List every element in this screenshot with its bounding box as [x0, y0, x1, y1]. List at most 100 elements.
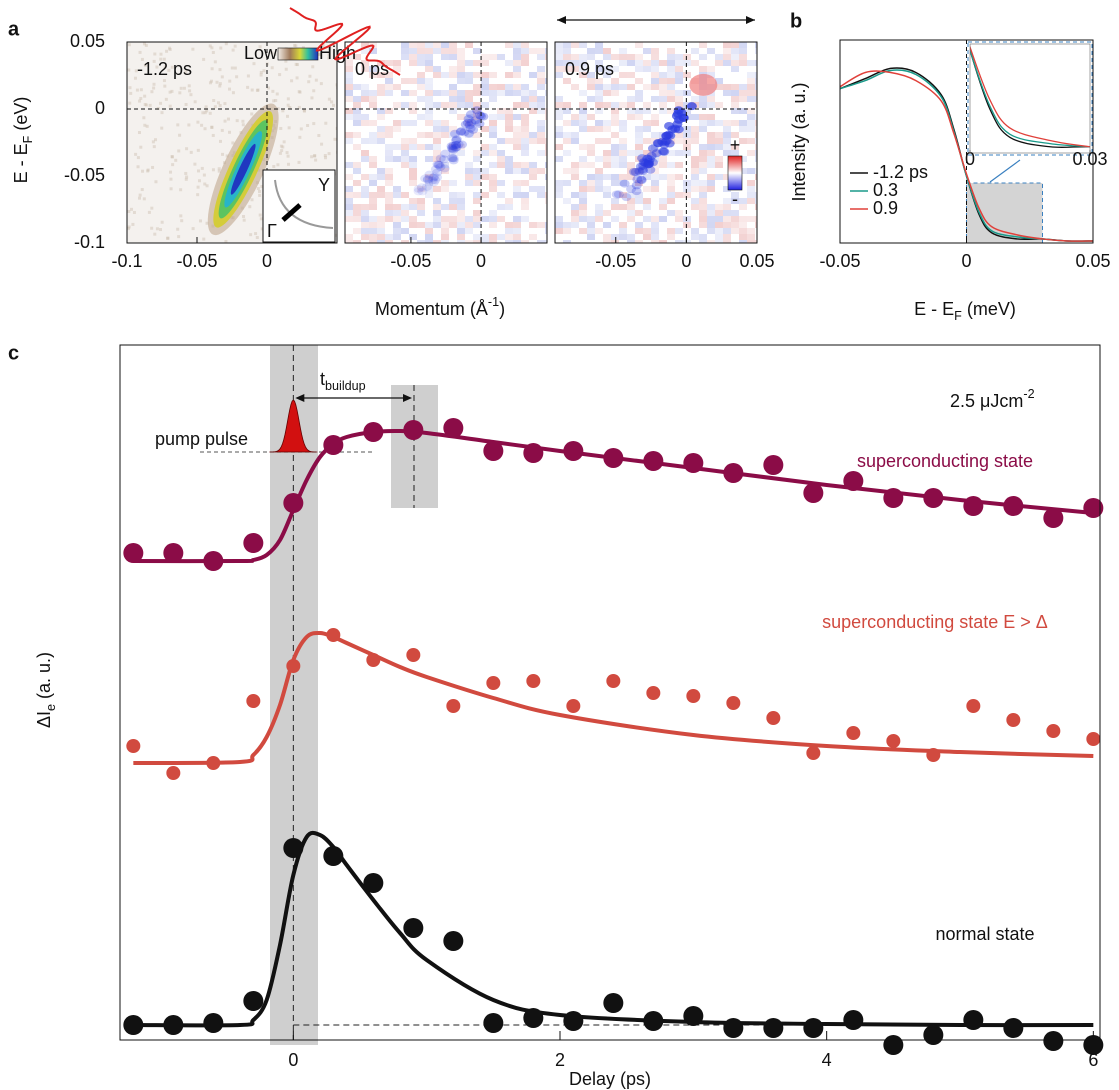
noise — [473, 198, 481, 204]
noise — [707, 204, 715, 210]
noise — [417, 198, 425, 204]
noise — [449, 132, 457, 138]
noise — [571, 192, 579, 198]
noise — [627, 60, 635, 66]
noise — [174, 158, 178, 162]
noise — [168, 46, 172, 50]
noise — [537, 132, 545, 138]
data-point — [443, 931, 464, 951]
noise — [571, 138, 579, 144]
inset-axes — [969, 43, 1091, 154]
noise — [481, 192, 489, 198]
noise — [563, 102, 571, 108]
noise — [216, 101, 220, 105]
noise — [481, 126, 489, 132]
noise — [563, 138, 571, 144]
noise — [473, 222, 481, 228]
noise — [587, 48, 595, 54]
noise — [153, 232, 157, 236]
noise — [271, 89, 275, 93]
noise — [513, 216, 521, 222]
noise — [683, 144, 691, 150]
noise — [286, 114, 290, 118]
noise — [185, 175, 189, 179]
noise — [675, 96, 683, 102]
noise — [587, 84, 595, 90]
noise — [579, 198, 587, 204]
noise — [513, 180, 521, 186]
noise — [129, 91, 133, 95]
noise — [699, 54, 707, 60]
noise — [211, 133, 215, 137]
noise — [156, 106, 160, 110]
data-point — [486, 676, 501, 690]
y-axis-label-part: ΔI — [34, 711, 54, 728]
noise — [699, 222, 707, 228]
noise — [287, 162, 291, 166]
noise — [127, 68, 131, 72]
noise — [579, 72, 587, 78]
noise — [345, 66, 353, 72]
noise — [683, 60, 691, 66]
noise — [521, 180, 529, 186]
noise — [611, 240, 619, 243]
noise — [595, 42, 603, 48]
noise — [187, 84, 191, 88]
noise — [603, 126, 611, 132]
noise — [200, 166, 204, 170]
noise — [731, 102, 739, 108]
depletion — [643, 160, 654, 169]
noise — [218, 139, 222, 143]
noise — [611, 162, 619, 168]
noise — [198, 219, 202, 223]
noise — [723, 84, 731, 90]
x-axis-label: Delay (ps) — [569, 1069, 651, 1089]
noise — [521, 132, 529, 138]
noise — [699, 234, 707, 240]
data-point — [523, 1008, 544, 1028]
noise — [555, 96, 563, 102]
noise — [401, 156, 409, 162]
noise — [563, 60, 571, 66]
noise — [134, 69, 138, 73]
noise — [353, 228, 361, 234]
noise — [393, 192, 401, 198]
noise — [563, 228, 571, 234]
noise — [212, 99, 216, 103]
noise — [627, 216, 635, 222]
colorbar — [277, 47, 319, 61]
noise — [385, 60, 393, 66]
noise — [377, 192, 385, 198]
noise — [611, 174, 619, 180]
depletion — [468, 125, 479, 134]
data-point — [286, 659, 301, 673]
data-point — [123, 543, 144, 563]
noise — [449, 84, 457, 90]
data-point — [843, 471, 864, 491]
noise — [723, 228, 731, 234]
noise — [513, 66, 521, 72]
noise — [619, 138, 627, 144]
series-label: normal state — [935, 924, 1034, 944]
noise — [659, 60, 667, 66]
noise — [258, 193, 262, 197]
noise — [361, 216, 369, 222]
noise — [571, 120, 579, 126]
image-content — [555, 42, 757, 243]
noise — [147, 210, 151, 214]
noise — [317, 53, 321, 57]
noise — [128, 101, 132, 105]
noise — [691, 138, 699, 144]
noise — [747, 108, 755, 114]
noise — [425, 102, 433, 108]
noise — [571, 210, 579, 216]
noise — [635, 210, 643, 216]
data-point — [206, 756, 221, 770]
noise — [683, 102, 691, 108]
noise — [691, 228, 699, 234]
noise — [417, 84, 425, 90]
noise — [284, 59, 288, 63]
noise — [579, 120, 587, 126]
noise — [611, 156, 619, 162]
noise — [747, 186, 755, 192]
